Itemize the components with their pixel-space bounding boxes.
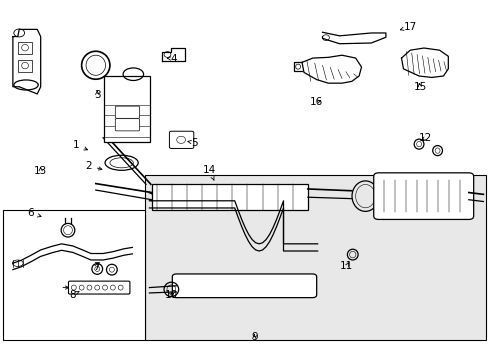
Text: 9: 9 [250, 332, 257, 342]
Bar [104, 76, 150, 142]
Bar [152, 184, 307, 211]
FancyBboxPatch shape [115, 119, 140, 131]
Text: 4: 4 [167, 54, 177, 64]
Text: 1: 1 [73, 140, 87, 150]
FancyBboxPatch shape [373, 173, 473, 220]
Text: 16: 16 [309, 97, 323, 107]
Bar [144, 175, 485, 339]
Text: 11: 11 [340, 261, 353, 271]
Text: 3: 3 [94, 90, 101, 100]
Text: 10: 10 [164, 291, 178, 301]
Text: 14: 14 [203, 165, 216, 180]
Text: 2: 2 [85, 161, 102, 171]
Text: 17: 17 [400, 22, 416, 32]
Bar [18, 41, 32, 54]
FancyBboxPatch shape [169, 131, 193, 148]
Bar [3, 211, 144, 339]
Text: 15: 15 [412, 82, 426, 93]
FancyBboxPatch shape [115, 106, 140, 118]
Text: 6: 6 [27, 208, 41, 218]
Text: 8: 8 [69, 290, 79, 300]
Text: 13: 13 [34, 166, 47, 176]
Text: 5: 5 [187, 138, 198, 148]
Text: 12: 12 [418, 133, 431, 143]
FancyBboxPatch shape [68, 281, 130, 294]
FancyBboxPatch shape [172, 274, 316, 298]
Bar [18, 59, 32, 72]
Text: 7: 7 [93, 262, 100, 272]
